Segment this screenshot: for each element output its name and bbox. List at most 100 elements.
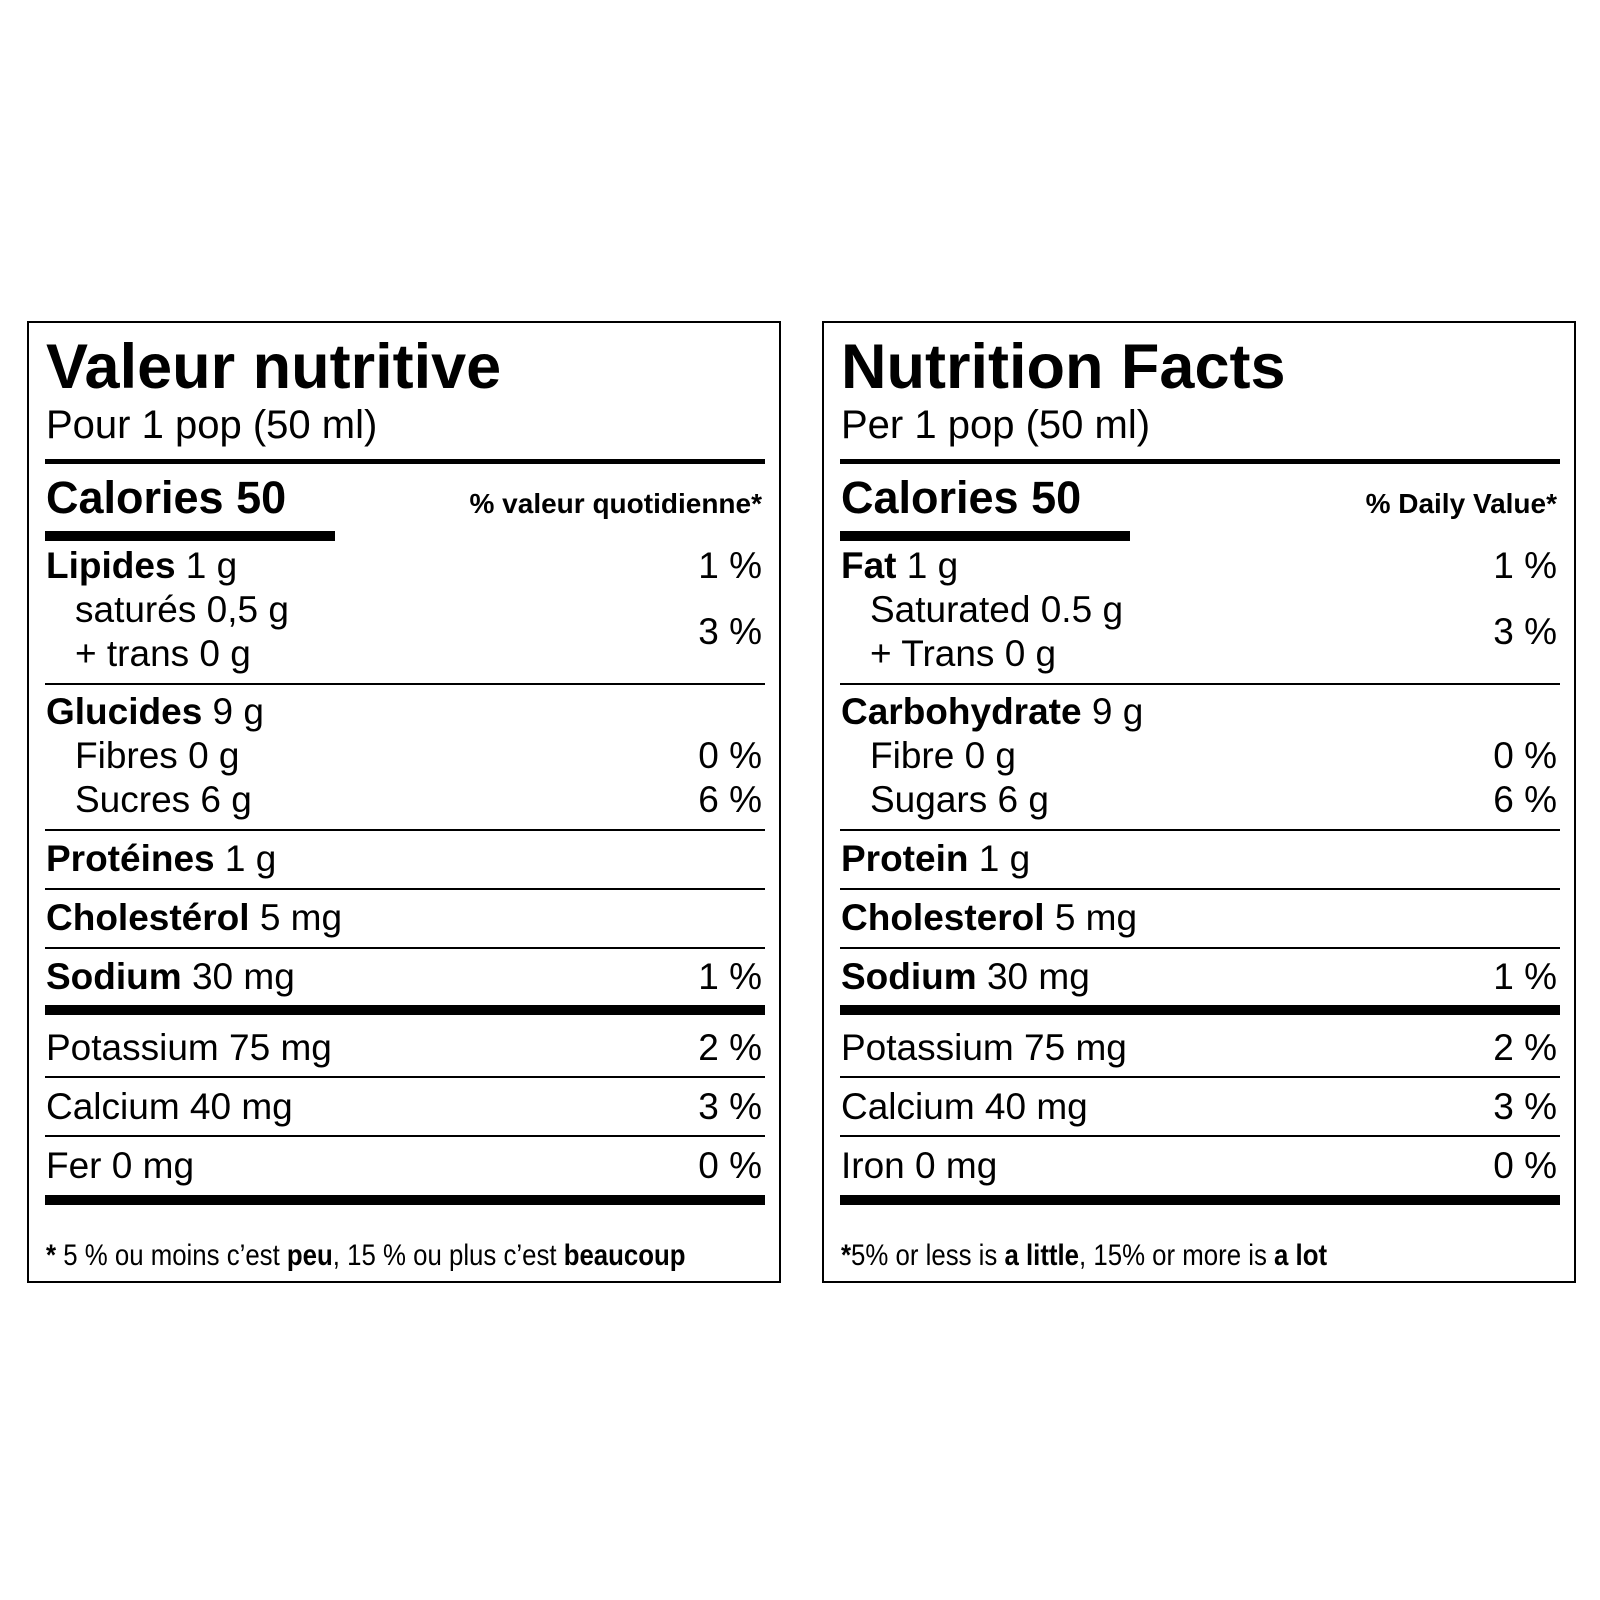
potassium-row: Potassium 75 mg — [841, 1027, 1127, 1068]
footnote-text: 5% or less is — [851, 1239, 1005, 1272]
fat-row: Lipides 1 g — [46, 547, 237, 584]
footnote: *5% or less is a little, 15% or more is … — [841, 1241, 1327, 1271]
sugars-pct: 6 % — [698, 779, 762, 820]
potassium-pct: 2 % — [698, 1027, 762, 1068]
sodium-amount: 30 mg — [976, 956, 1090, 997]
serving-size: Per 1 pop (50 ml) — [841, 403, 1151, 447]
sodium-pct: 1 % — [1493, 956, 1557, 997]
calories: Calories 50 — [841, 472, 1082, 523]
calcium-row: Calcium 40 mg — [841, 1086, 1088, 1127]
fibre-pct: 0 % — [1493, 735, 1557, 776]
calcium-row: Calcium 40 mg — [46, 1086, 293, 1127]
carb-name: Carbohydrate — [841, 691, 1082, 732]
divider — [840, 888, 1560, 890]
fibre-row: Fibres 0 g — [75, 735, 240, 776]
divider — [45, 829, 765, 831]
divider — [45, 1135, 765, 1137]
carb-amount: 9 g — [202, 691, 264, 732]
iron-pct: 0 % — [1493, 1145, 1557, 1186]
iron-row: Iron 0 mg — [841, 1145, 998, 1186]
footnote-bold: a little — [1004, 1239, 1080, 1272]
footnote-bold: a lot — [1274, 1239, 1328, 1272]
sodium-pct: 1 % — [698, 956, 762, 997]
cholesterol-name: Cholesterol — [841, 897, 1045, 938]
footnote-star: * — [841, 1239, 852, 1272]
calcium-pct: 3 % — [698, 1086, 762, 1127]
divider — [45, 947, 765, 949]
cholesterol-amount: 5 mg — [249, 897, 343, 938]
saturated-row: saturés 0,5 g — [75, 589, 289, 630]
footnote: * 5 % ou moins c’est peu, 15 % ou plus c… — [46, 1241, 686, 1271]
carb-row: Carbohydrate 9 g — [841, 693, 1143, 730]
nutrition-panel-english: Nutrition Facts Per 1 pop (50 ml) Calori… — [822, 321, 1576, 1283]
fat-row: Fat 1 g — [841, 547, 958, 584]
sat-trans-pct: 3 % — [1493, 611, 1557, 652]
trans-row: + Trans 0 g — [870, 633, 1057, 674]
protein-row: Protéines 1 g — [46, 840, 276, 877]
sodium-name: Sodium — [841, 956, 977, 997]
iron-pct: 0 % — [698, 1145, 762, 1186]
carb-row: Glucides 9 g — [46, 693, 264, 730]
calcium-pct: 3 % — [1493, 1086, 1557, 1127]
fat-name: Lipides — [46, 545, 176, 586]
divider — [45, 459, 765, 464]
cholesterol-row: Cholesterol 5 mg — [841, 899, 1137, 936]
protein-name: Protéines — [46, 838, 215, 879]
calories: Calories 50 — [46, 472, 287, 523]
footnote-text: 5 % ou moins c’est — [56, 1239, 287, 1272]
divider — [45, 683, 765, 685]
protein-amount: 1 g — [968, 838, 1031, 879]
sat-trans-pct: 3 % — [698, 611, 762, 652]
sodium-row: Sodium 30 mg — [841, 958, 1090, 995]
sodium-name: Sodium — [46, 956, 182, 997]
footnote-text: , 15% or more is — [1079, 1239, 1275, 1272]
protein-name: Protein — [841, 838, 969, 879]
footnote-text: , 15 % ou plus c’est — [332, 1239, 564, 1272]
divider-thick — [45, 1195, 765, 1205]
iron-row: Fer 0 mg — [46, 1145, 195, 1186]
serving-size: Pour 1 pop (50 ml) — [46, 403, 378, 447]
daily-value-header: % Daily Value* — [1365, 488, 1557, 519]
saturated-row: Saturated 0.5 g — [870, 589, 1124, 630]
divider — [840, 947, 1560, 949]
fibre-pct: 0 % — [698, 735, 762, 776]
daily-value-header: % valeur quotidienne* — [469, 488, 763, 519]
divider-thick — [45, 531, 335, 541]
protein-row: Protein 1 g — [841, 840, 1030, 877]
fat-pct: 1 % — [698, 545, 762, 586]
cholesterol-row: Cholestérol 5 mg — [46, 899, 342, 936]
cholesterol-amount: 5 mg — [1044, 897, 1138, 938]
footnote-star: * — [46, 1239, 57, 1272]
carb-amount: 9 g — [1081, 691, 1144, 732]
nutrition-panel-french: Valeur nutritive Pour 1 pop (50 ml) Calo… — [27, 321, 781, 1283]
sugars-pct: 6 % — [1493, 779, 1557, 820]
sodium-row: Sodium 30 mg — [46, 958, 295, 995]
panel-title: Nutrition Facts — [841, 332, 1286, 402]
carb-name: Glucides — [46, 691, 203, 732]
divider — [840, 1135, 1560, 1137]
divider-thick — [840, 1005, 1560, 1015]
protein-amount: 1 g — [214, 838, 277, 879]
footnote-bold: peu — [286, 1239, 333, 1272]
fat-name: Fat — [841, 545, 897, 586]
fat-pct: 1 % — [1493, 545, 1557, 586]
divider — [840, 683, 1560, 685]
cholesterol-name: Cholestérol — [46, 897, 250, 938]
potassium-pct: 2 % — [1493, 1027, 1557, 1068]
divider — [45, 1076, 765, 1078]
panel-title: Valeur nutritive — [46, 332, 502, 402]
sugars-row: Sugars 6 g — [870, 779, 1049, 820]
sugars-row: Sucres 6 g — [75, 779, 252, 820]
trans-row: + trans 0 g — [75, 633, 251, 674]
divider-thick — [840, 531, 1130, 541]
sodium-amount: 30 mg — [181, 956, 295, 997]
footnote-bold: beaucoup — [563, 1239, 686, 1272]
fat-amount: 1 g — [896, 545, 959, 586]
fat-amount: 1 g — [175, 545, 238, 586]
potassium-row: Potassium 75 mg — [46, 1027, 332, 1068]
divider — [840, 459, 1560, 464]
divider-thick — [840, 1195, 1560, 1205]
fibre-row: Fibre 0 g — [870, 735, 1017, 776]
divider — [840, 1076, 1560, 1078]
divider — [45, 888, 765, 890]
